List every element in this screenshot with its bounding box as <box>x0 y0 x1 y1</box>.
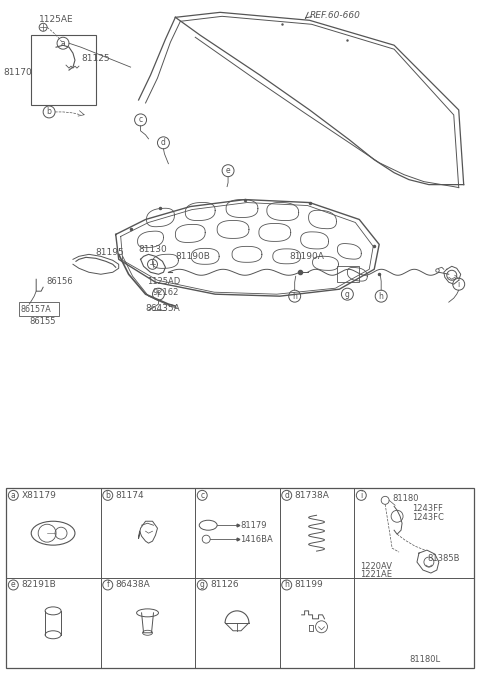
Text: f: f <box>157 290 160 299</box>
Bar <box>337 266 360 282</box>
Text: 81125: 81125 <box>81 54 109 63</box>
Text: a: a <box>11 491 16 500</box>
Bar <box>31 35 96 105</box>
Text: 1416BA: 1416BA <box>240 534 273 544</box>
Text: 81385B: 81385B <box>427 553 459 563</box>
Text: 81170: 81170 <box>3 67 32 77</box>
Text: 81180L: 81180L <box>409 655 440 664</box>
Text: 81174: 81174 <box>116 491 144 500</box>
Text: 1221AE: 1221AE <box>360 570 392 578</box>
Text: 86155: 86155 <box>29 317 56 326</box>
Text: i: i <box>360 491 362 500</box>
Text: 81199: 81199 <box>295 580 324 590</box>
Text: h: h <box>284 580 289 590</box>
Text: c: c <box>200 491 204 500</box>
Text: 86435A: 86435A <box>145 303 180 313</box>
Bar <box>6 489 474 668</box>
Text: 1243FF: 1243FF <box>412 503 443 513</box>
Text: i: i <box>457 280 460 288</box>
Text: 86438A: 86438A <box>116 580 150 590</box>
Text: b: b <box>105 491 110 500</box>
Text: 82191B: 82191B <box>21 580 56 590</box>
Text: b: b <box>47 107 51 117</box>
Text: 81190A: 81190A <box>290 252 324 261</box>
Text: 81190B: 81190B <box>175 252 210 261</box>
Text: d: d <box>284 491 289 500</box>
Text: e: e <box>11 580 16 590</box>
Text: d: d <box>161 138 166 148</box>
Text: 1243FC: 1243FC <box>412 513 444 522</box>
Text: 81180: 81180 <box>392 494 419 503</box>
Text: f: f <box>107 580 109 590</box>
Text: REF.60-660: REF.60-660 <box>310 11 360 20</box>
Text: 92162: 92162 <box>153 288 179 297</box>
Text: 1125AE: 1125AE <box>39 15 74 24</box>
Text: e: e <box>226 166 230 175</box>
Text: 81195: 81195 <box>96 248 125 257</box>
Text: 1220AV: 1220AV <box>360 561 392 571</box>
Text: h: h <box>379 292 384 301</box>
Text: g: g <box>200 580 204 590</box>
Text: g: g <box>345 290 350 299</box>
Text: a: a <box>60 38 65 48</box>
Text: 81179: 81179 <box>240 521 266 530</box>
Bar <box>19 302 59 316</box>
Text: c: c <box>139 115 143 125</box>
Text: 81130: 81130 <box>139 245 168 254</box>
Text: 81126: 81126 <box>210 580 239 590</box>
Text: 1125AD: 1125AD <box>147 277 181 286</box>
Text: h: h <box>292 292 297 301</box>
Text: 81738A: 81738A <box>295 491 330 500</box>
Text: 86156: 86156 <box>46 277 73 286</box>
Text: X81179: X81179 <box>21 491 56 500</box>
Text: 86157A: 86157A <box>20 305 51 313</box>
